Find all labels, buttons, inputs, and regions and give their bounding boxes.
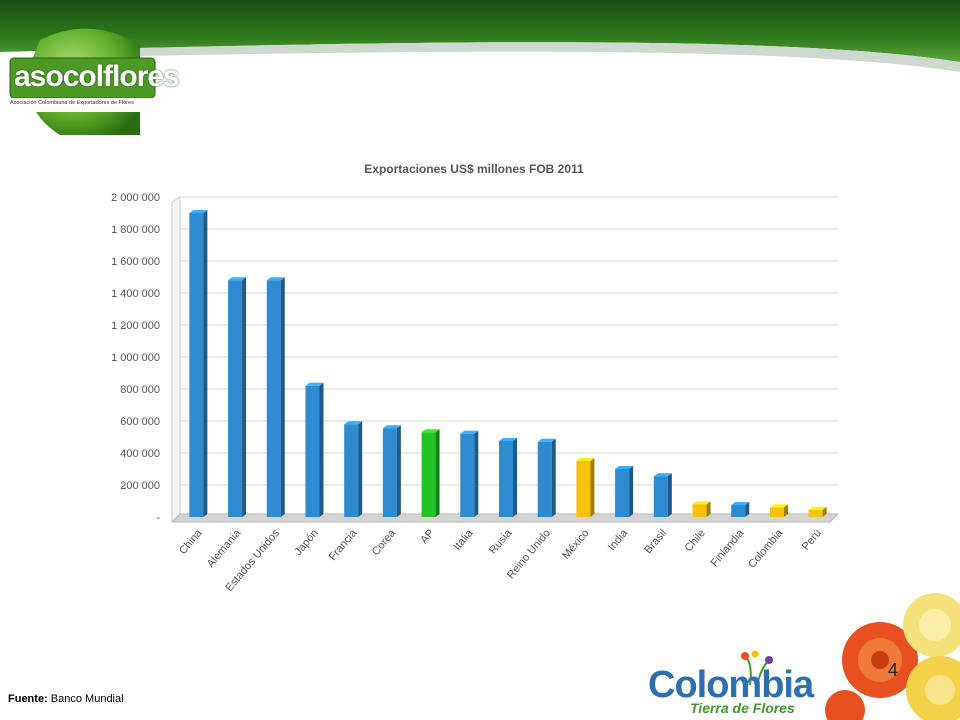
x-tick-label: Italia [451, 527, 476, 553]
y-tick-label: 600 000 [120, 416, 160, 428]
y-tick-label: 400 000 [120, 448, 160, 460]
x-tick-label: Perú [800, 527, 824, 553]
bar-japón [305, 382, 324, 517]
logo-subtitle: Asociación Colombiana de Exportadores de… [10, 100, 134, 106]
bar-reino-unido [537, 438, 556, 517]
chart-floor [170, 513, 840, 523]
y-tick-label: - [156, 512, 160, 524]
bar-chile [692, 501, 711, 517]
x-tick-label: Rusia [487, 527, 515, 557]
brand-word: Colombia [648, 664, 814, 706]
x-tick-label: Chile [683, 527, 708, 554]
bar-rusia [499, 438, 517, 517]
y-tick-label: 1 200 000 [111, 320, 160, 332]
bar-ap [421, 429, 440, 517]
bar-italia [460, 430, 479, 517]
brand-tagline: Tierra de Flores [690, 700, 795, 716]
bar-colombia [769, 504, 788, 517]
x-tick-label: Francia [327, 527, 360, 563]
export-bar-chart: Exportaciones US$ millones FOB 2011 - 200… [111, 162, 840, 594]
x-tick-label: China [177, 527, 205, 557]
bars [189, 210, 827, 517]
bar-china [189, 210, 208, 517]
bar-india [615, 466, 634, 517]
bar-corea [382, 425, 401, 517]
bar-méxico [576, 458, 595, 517]
y-tick-label: 1 600 000 [111, 256, 160, 268]
y-tick-label: 200 000 [120, 480, 160, 492]
x-tick-label: Brasil [642, 527, 669, 556]
source-value: Banco Mundial [50, 693, 124, 705]
x-tick-label: Alemania [205, 527, 244, 571]
bar-alemania [228, 277, 247, 517]
x-tick-label: Finlandia [709, 527, 747, 570]
x-tick-label: AP [418, 527, 437, 546]
y-tick-label: 2 000 000 [111, 192, 160, 204]
source-note: Fuente: Banco Mundial [8, 693, 124, 705]
logo-wordmark: asocolflores [14, 60, 180, 93]
y-tick-label: 800 000 [120, 384, 160, 396]
roses-decoration [825, 593, 960, 720]
left-wall [171, 196, 181, 523]
bar-finlandia [731, 502, 750, 517]
y-tick-label: 1 400 000 [111, 288, 160, 300]
bar-brasil [653, 473, 672, 517]
colombia-brand-logo [645, 650, 805, 720]
chart-title: Exportaciones US$ millones FOB 2011 [364, 162, 584, 176]
bar-francia [344, 421, 363, 517]
bar-perú [808, 506, 827, 517]
x-tick-label: Japón [292, 527, 320, 558]
source-label: Fuente: [8, 693, 48, 705]
asocolflores-logo: asocolflores Asociación Colombiana de Ex… [0, 20, 180, 150]
page-number: 4 [888, 660, 899, 680]
x-tick-label: Colombia [746, 527, 786, 571]
bar-estados-unidos [266, 277, 285, 517]
y-tick-label: 1 000 000 [111, 352, 160, 364]
y-tick-label: 1 800 000 [111, 224, 160, 236]
x-tick-label: India [606, 527, 631, 554]
y-axis: - 200 000 400 000 600 000 800 000 1 000 000 1 … [111, 192, 160, 524]
x-tick-label: Corea [370, 527, 399, 558]
header-band [0, 0, 960, 72]
x-tick-label: México [560, 527, 592, 561]
